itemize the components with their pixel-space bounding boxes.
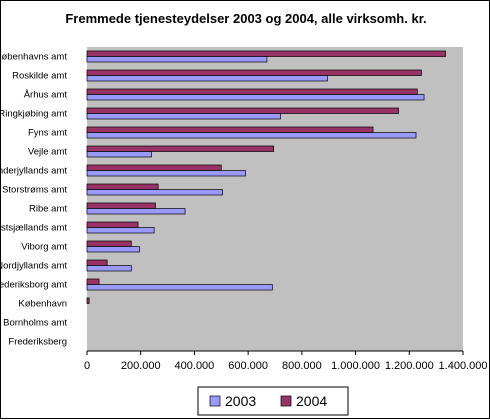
legend-label-2004: 2004: [296, 393, 327, 409]
bar-2004-9: [86, 221, 139, 228]
category-label: Vejle amt: [28, 147, 67, 158]
bar-2003-11: [86, 265, 132, 272]
x-tick-label: 1.200.000: [385, 360, 434, 372]
x-tick-label: 1.000.000: [331, 360, 380, 372]
x-tick-label: 600.000: [228, 360, 268, 372]
legend: 2003 2004: [197, 386, 349, 416]
category-label: Roskilde amt: [12, 71, 67, 82]
bar-2003-0: [86, 56, 268, 63]
bar-2004-11: [86, 259, 108, 266]
bar-2003-6: [86, 170, 246, 177]
bar-2004-13: [86, 297, 90, 304]
bar-2004-6: [86, 164, 222, 171]
category-label: Frederiksborg amt: [1, 280, 67, 291]
bar-2003-1: [86, 75, 328, 82]
category-label: Storstrøms amt: [2, 185, 67, 196]
bar-2004-5: [86, 145, 275, 152]
x-tick-label: 1.400.000: [439, 360, 488, 372]
category-label: Sønderjyllands amt: [1, 166, 67, 177]
bar-2004-4: [86, 126, 374, 133]
bar-2003-4: [86, 132, 417, 139]
chart-title: Fremmede tjenesteydelser 2003 og 2004, a…: [65, 11, 426, 26]
x-tick-label: 200.000: [121, 360, 161, 372]
category-label: Vestsjællands amt: [1, 223, 67, 234]
bar-2004-8: [86, 202, 156, 209]
legend-box: [197, 386, 349, 416]
x-tick-label: 0: [84, 360, 90, 372]
category-labels: Københavns amt Roskilde amt Århus amt Ringk…: [1, 52, 67, 348]
bar-2004-1: [86, 69, 422, 76]
bar-2003-5: [86, 151, 152, 158]
category-label: Fyns amt: [28, 128, 67, 139]
bar-2003-12: [86, 284, 273, 291]
bars-group: [86, 50, 446, 304]
bar-2004-0: [86, 50, 446, 57]
bar-2004-12: [86, 278, 100, 285]
x-tick-label: 800.000: [282, 360, 322, 372]
bar-2004-7: [86, 183, 159, 190]
category-label: Viborg amt: [21, 242, 67, 253]
bar-2003-7: [86, 189, 223, 196]
category-label: Århus amt: [24, 90, 68, 101]
category-label: Frederiksberg: [8, 337, 67, 348]
category-label: Københavns amt: [1, 52, 67, 63]
legend-swatch-2004: [280, 395, 292, 407]
bar-2004-2: [86, 88, 418, 95]
category-label: Nordjyllands amt: [1, 261, 67, 272]
bar-2003-3: [86, 113, 281, 120]
category-label: Ringkjøbing amt: [1, 109, 67, 120]
bar-2004-3: [86, 107, 399, 114]
category-label: Ribe amt: [29, 204, 67, 215]
x-axis: 0 200.000 400.000 600.000 800.000 1.000.000 1.…: [84, 350, 488, 372]
legend-label-2003: 2003: [225, 393, 256, 409]
bar-2004-10: [86, 240, 132, 247]
bar-2003-8: [86, 208, 186, 215]
x-tick-label: 400.000: [175, 360, 215, 372]
legend-swatch-2003: [209, 395, 221, 407]
category-label: Bornholms amt: [3, 318, 67, 329]
category-label: København: [18, 299, 67, 310]
bar-2003-9: [86, 227, 155, 234]
bar-2003-2: [86, 94, 425, 101]
bar-2003-10: [86, 246, 140, 253]
